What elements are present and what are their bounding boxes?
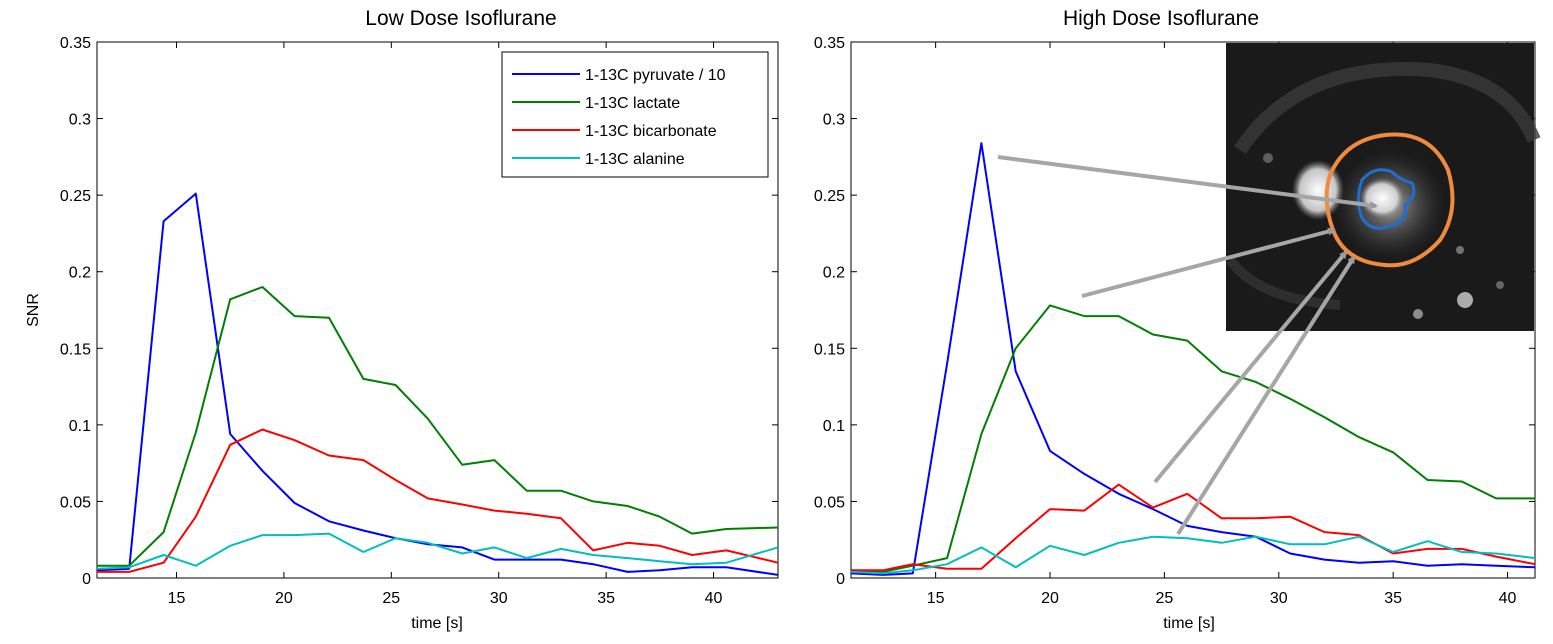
- x-tick-label: 30: [490, 590, 508, 607]
- x-ticks: 15 20 25 30 35 40: [168, 42, 723, 607]
- series-line: [97, 428, 779, 573]
- mri-speckle: [1263, 153, 1273, 163]
- y-ticks: 0 0.05 0.1 0.15 0.2 0.25 0.3 0.35: [60, 35, 778, 588]
- pointer-arrows: [997, 155, 1378, 536]
- arrow-alanine: [1176, 255, 1356, 536]
- y-tick-label: 0.2: [823, 265, 845, 282]
- chart-title: High Dose Isoflurane: [1063, 7, 1259, 30]
- y-tick-label: 0.05: [60, 494, 91, 511]
- low-dose-chart: Low Dose Isoflurane 00.050.10.150.20.250…: [25, 7, 779, 632]
- y-tick-label: 0.2: [69, 265, 91, 282]
- series-line: [850, 535, 1536, 575]
- y-tick-label: 0.35: [814, 35, 845, 52]
- arrow-bicarbonate: [1153, 250, 1348, 484]
- x-tick-label: 15: [927, 590, 945, 607]
- y-tick-label: 0.3: [69, 112, 91, 129]
- y-tick-label: 0.05: [814, 494, 845, 511]
- y-tick-label: 0: [836, 571, 845, 588]
- y-ticks: 0 0.05 0.1 0.15 0.2 0.25 0.3 0.35: [814, 35, 1535, 588]
- mri-inset: [1226, 43, 1541, 331]
- x-tick-label: 35: [1384, 590, 1402, 607]
- arrow-pyruvate: [997, 155, 1378, 210]
- y-tick-label: 0.1: [823, 418, 845, 435]
- x-axis-label: time [s]: [411, 615, 463, 632]
- y-tick-label: 0.15: [814, 341, 845, 358]
- x-tick-label: 30: [1270, 590, 1288, 607]
- high-dose-chart: High Dose Isoflurane 0 0.05 0.1 0.15 0.2 0.25…: [814, 7, 1541, 632]
- x-tick-label: 15: [168, 590, 186, 607]
- y-tick-label: 0.25: [60, 188, 91, 205]
- blue-roi-outline: [1357, 168, 1416, 230]
- series-line: [96, 532, 779, 570]
- mri-bright-region: [1360, 178, 1404, 218]
- series-line: [850, 142, 1536, 576]
- x-tick-label: 40: [705, 590, 723, 607]
- series-layer: [850, 142, 1536, 576]
- x-tick-label: 25: [382, 590, 400, 607]
- arrow-lactate: [1081, 227, 1336, 298]
- y-tick-label: 0.1: [69, 418, 91, 435]
- mri-speckle: [1496, 281, 1504, 289]
- x-tick-label: 20: [1041, 590, 1059, 607]
- chart-title: Low Dose Isoflurane: [365, 7, 556, 30]
- series-line: [850, 304, 1535, 573]
- legend-label: 1-13C alanine: [585, 151, 685, 168]
- legend: 1-13C pyruvate / 10 1-13C lactate 1-13C …: [501, 51, 769, 178]
- series-line: [851, 483, 1536, 572]
- mri-arc-texture: [1234, 62, 1541, 154]
- x-axis-label: time [s]: [1163, 615, 1215, 632]
- y-tick-label: 0: [82, 571, 91, 588]
- mri-speckle: [1413, 309, 1423, 319]
- y-tick-label: 0.25: [814, 188, 845, 205]
- legend-label: 1-13C bicarbonate: [585, 123, 717, 140]
- legend-box: [501, 51, 769, 178]
- series-line: [96, 192, 779, 576]
- y-tick-label: 0.35: [60, 35, 91, 52]
- series-line: [97, 286, 779, 567]
- legend-label: 1-13C lactate: [585, 95, 680, 112]
- x-tick-label: 35: [597, 590, 615, 607]
- x-tick-label: 20: [275, 590, 293, 607]
- y-axis-label: SNR: [25, 293, 42, 327]
- legend-label: 1-13C pyruvate / 10: [585, 67, 726, 84]
- mri-speckle: [1457, 292, 1473, 308]
- y-tick-label: 0.3: [823, 112, 845, 129]
- y-tick-label: 0.15: [60, 341, 91, 358]
- series-layer: [96, 192, 779, 576]
- mri-speckle: [1456, 246, 1464, 254]
- x-tick-label: 25: [1156, 590, 1174, 607]
- x-tick-label: 40: [1499, 590, 1517, 607]
